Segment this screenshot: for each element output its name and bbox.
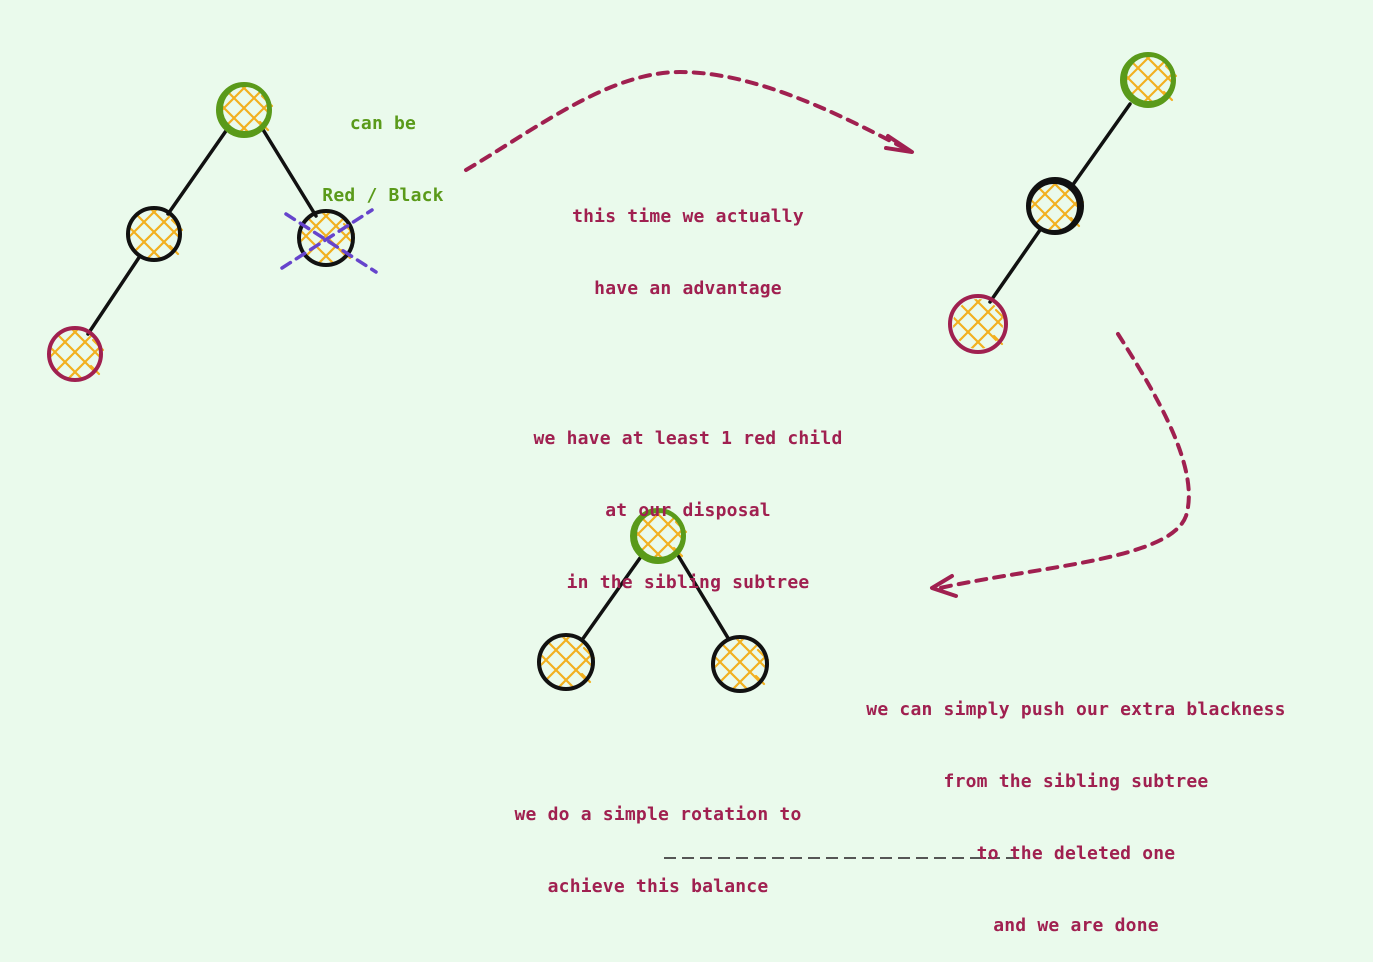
node-chain-sibling-black [1023, 174, 1087, 236]
node-parent-green [212, 78, 276, 140]
edge-parent-sibling [166, 126, 230, 216]
node-red-nephew [43, 322, 107, 384]
push-line-4: and we are done [993, 915, 1159, 936]
node-left-black [534, 630, 598, 692]
push-line-3: to the deleted one [976, 843, 1176, 864]
arrow-to-chain [464, 69, 914, 172]
diagram-canvas [0, 0, 1191, 859]
advantage-line-3: we have at least 1 red child [533, 428, 843, 449]
edge-sibling-nephew [86, 254, 142, 336]
can-be-label: can be Red / Black [300, 64, 466, 232]
deletion-cross-mark [280, 208, 378, 274]
advantage-line-1: this time we actually [572, 206, 804, 227]
arrow-to-rotation [930, 332, 1191, 598]
tree-before-deletion [43, 78, 378, 384]
advantage-line-4: at our disposal [605, 500, 771, 521]
edge-chain-sibling-nephew [988, 228, 1042, 304]
edge-root-left [580, 556, 642, 642]
node-deleted-black [294, 206, 358, 268]
tree-after-rotation [534, 504, 772, 694]
advantage-line-2: have an advantage [594, 278, 782, 299]
node-chain-red-nephew [946, 292, 1010, 354]
can-be-line-1: can be [349, 113, 417, 134]
tree-chain [946, 48, 1180, 354]
rotation-line-2: achieve this balance [547, 876, 769, 897]
rotation-note: we do a simple rotation to achieve this … [490, 755, 826, 923]
node-chain-parent-green [1116, 48, 1180, 110]
rotation-line-1: we do a simple rotation to [514, 804, 802, 825]
node-sibling-black [122, 202, 186, 264]
push-line-1: we can simply push our extra blackness [866, 699, 1286, 720]
node-right-black [708, 632, 772, 694]
push-blackness-note: we can simply push our extra blackness f… [840, 650, 1312, 962]
node-root-green [626, 504, 690, 566]
advantage-note: this time we actually have an advantage … [508, 157, 868, 619]
push-line-2: from the sibling subtree [943, 771, 1209, 792]
edge-parent-deleted [260, 126, 318, 218]
can-be-line-2: Red / Black [322, 185, 444, 206]
edge-root-right [674, 550, 730, 640]
advantage-line-5: in the sibling subtree [566, 572, 810, 593]
edge-chain-parent-sibling [1070, 102, 1132, 188]
